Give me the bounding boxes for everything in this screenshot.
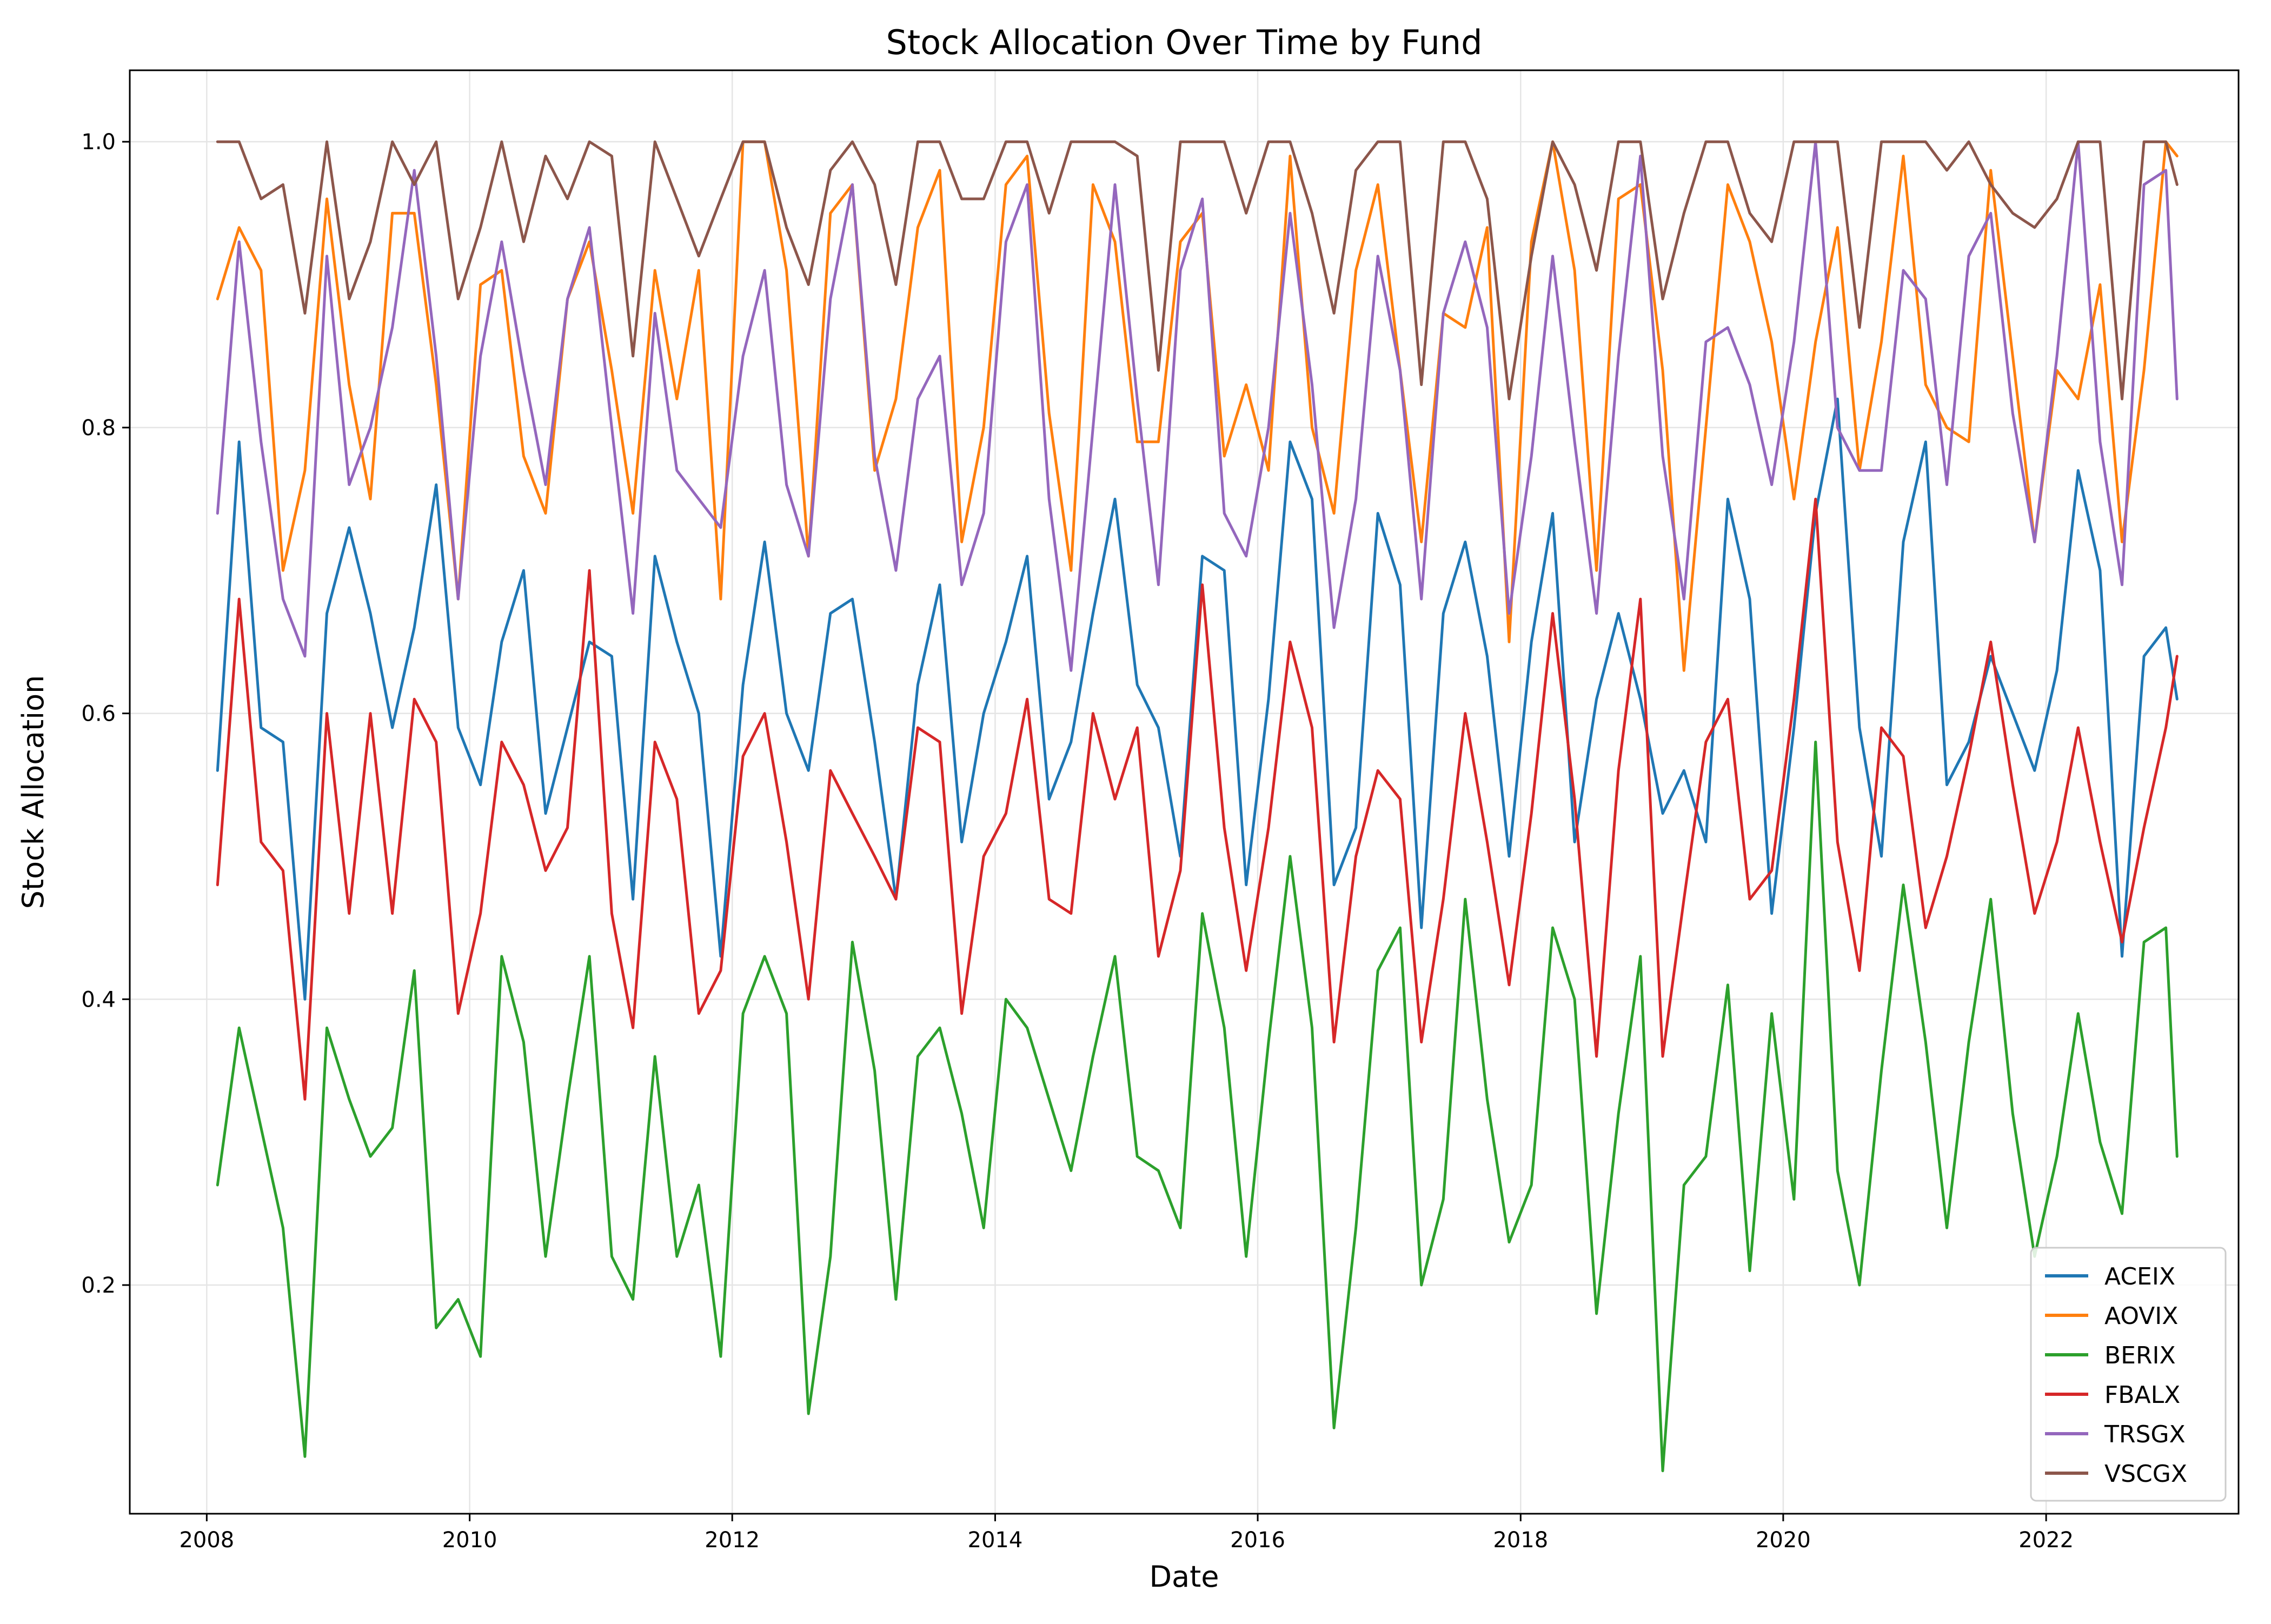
- legend: ACEIX AOVIX BERIX FBALX TRSGX VSCGX: [2030, 1247, 2227, 1502]
- x-tick-label: 2010: [442, 1528, 497, 1553]
- legend-label-aceix: ACEIX: [2104, 1263, 2175, 1290]
- series-lines: [216, 140, 2179, 1473]
- x-tick-label: 2018: [1493, 1528, 1548, 1553]
- x-tick-label: 2016: [1230, 1528, 1285, 1553]
- series-line-aceix: [216, 397, 2179, 1001]
- x-tick-label: 2014: [968, 1528, 1023, 1553]
- legend-label-vscgx: VSCGX: [2104, 1460, 2187, 1488]
- y-tick-label: 1.0: [81, 130, 116, 155]
- x-tick-label: 2008: [179, 1528, 234, 1553]
- chart-title: Stock Allocation Over Time by Fund: [886, 23, 1483, 62]
- y-tick-label: 0.8: [81, 416, 116, 441]
- x-tick-label: 2022: [2018, 1528, 2074, 1553]
- gridlines: [130, 70, 2239, 1514]
- y-tick-label: 0.2: [81, 1273, 116, 1298]
- y-axis-title: Stock Allocation: [16, 675, 50, 909]
- legend-label-aovix: AOVIX: [2104, 1302, 2178, 1330]
- x-tick-label: 2020: [1756, 1528, 1811, 1553]
- legend-label-berix: BERIX: [2104, 1342, 2176, 1369]
- legend-label-fbalx: FBALX: [2104, 1381, 2180, 1409]
- axis-ticks: 2008 2010 2012 2014 2016 2018 2020 2022 0.2 0.4 0.…: [81, 130, 2074, 1553]
- series-line-fbalx: [216, 497, 2179, 1101]
- legend-box: [2030, 1247, 2227, 1502]
- series-line-berix: [216, 741, 2179, 1473]
- plot-frame: [129, 69, 2240, 1515]
- y-tick-label: 0.6: [81, 702, 116, 727]
- series-line-trsgx: [216, 140, 2179, 672]
- legend-label-trsgx: TRSGX: [2104, 1421, 2186, 1448]
- y-tick-label: 0.4: [81, 987, 116, 1012]
- x-tick-label: 2012: [705, 1528, 760, 1553]
- series-line-vscgx: [216, 140, 2179, 401]
- x-axis-title: Date: [1149, 1560, 1219, 1594]
